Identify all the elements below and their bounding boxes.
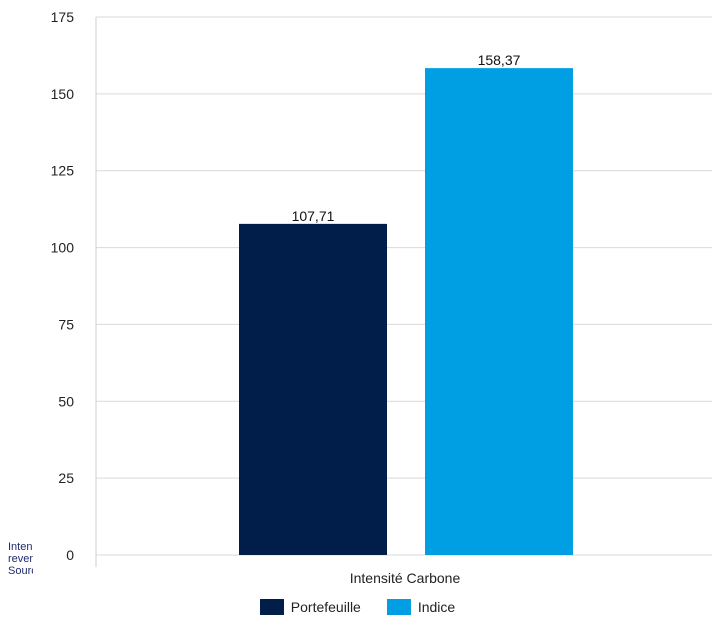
legend: Portefeuille Indice (0, 597, 715, 617)
footnote: Intensité Carbone : émissions de tonnes … (8, 541, 33, 577)
data-label: 107,71 (292, 208, 335, 224)
x-axis-ticks: Intensité Carbone (350, 570, 461, 586)
bars (239, 68, 573, 556)
y-tick-label: 75 (58, 316, 74, 332)
legend-label: Portefeuille (290, 599, 361, 615)
legend-label: Indice (417, 599, 456, 615)
y-tick-label: 150 (51, 86, 75, 102)
y-tick-label: 175 (51, 9, 75, 25)
y-axis-ticks: 0 25 50 75 100 125 150 175 (51, 9, 75, 563)
legend-item-portefeuille: Portefeuille (259, 597, 361, 617)
y-tick-label: 100 (51, 240, 75, 256)
y-tick-label: 50 (58, 393, 74, 409)
legend-swatch (386, 599, 411, 615)
data-labels: 107,71 158,37 (292, 52, 521, 224)
x-category-label: Intensité Carbone (350, 570, 461, 586)
gridlines (95, 16, 712, 567)
legend-swatch (259, 599, 284, 615)
data-label: 158,37 (478, 52, 521, 68)
footnote-line: Source (8, 565, 33, 577)
y-tick-label: 25 (58, 470, 74, 486)
footnote-line: Intensité Carbone : émissions de tonnes … (8, 541, 33, 553)
bar-portefeuille (239, 223, 387, 555)
y-tick-label: 125 (51, 163, 75, 179)
bar-indice (425, 68, 573, 556)
y-tick-label: 0 (66, 547, 74, 563)
footnote-line: revenue (8, 553, 33, 565)
legend-item-indice: Indice (386, 597, 456, 617)
